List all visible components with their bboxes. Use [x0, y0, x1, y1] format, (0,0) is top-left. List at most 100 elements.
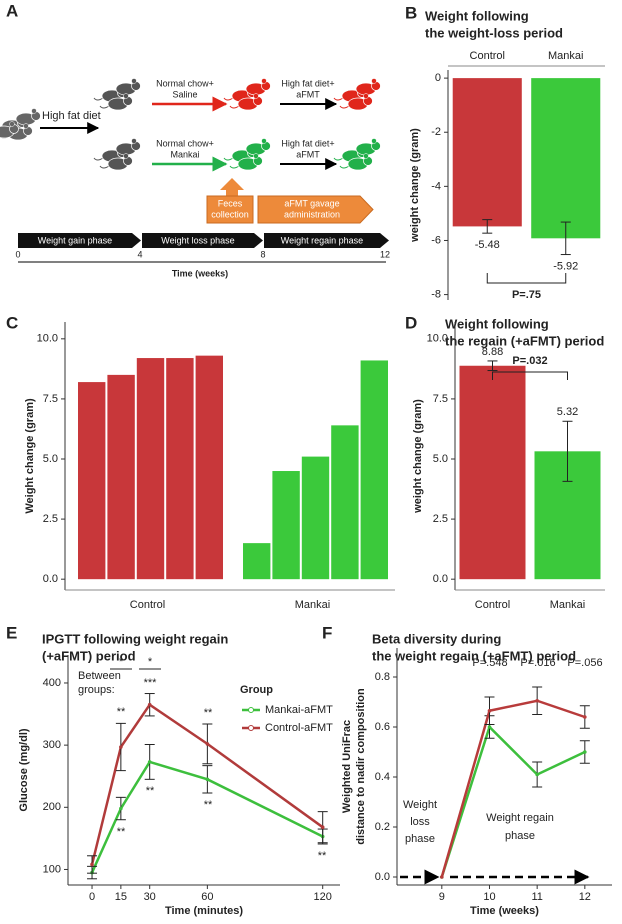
bar — [459, 365, 526, 580]
mouse-ear — [131, 138, 137, 144]
point — [205, 742, 210, 746]
legend-label: Mankai-aFMT — [265, 704, 333, 716]
point — [205, 777, 210, 782]
mouse-tail — [99, 105, 110, 109]
point — [535, 698, 539, 703]
gavage-arrow — [257, 195, 374, 224]
annotation: Weight — [403, 799, 437, 811]
mouse-tail — [333, 157, 344, 161]
mouse-tail — [229, 165, 240, 169]
chart-title: Weight following — [425, 8, 529, 23]
panel-label: A — [6, 1, 18, 20]
point — [119, 745, 123, 749]
legend-swatch — [248, 707, 254, 713]
bar — [166, 358, 194, 580]
mouse-tail — [107, 150, 118, 154]
annotation: ** — [146, 785, 155, 797]
y-tick-label: -8 — [431, 288, 441, 300]
y-axis-label: Weight change (gram) — [24, 398, 36, 514]
x-tick-label: 10 — [483, 891, 495, 903]
y-tick-label: -4 — [431, 180, 441, 192]
treatment-label: Normal chow+ — [156, 138, 214, 148]
point — [583, 715, 587, 719]
point — [487, 708, 492, 713]
point — [535, 772, 539, 777]
bracket — [492, 371, 568, 380]
diagram: A High fat diet Normal chow+ Saline High… — [6, 1, 390, 278]
y-tick-label: 10.0 — [37, 333, 58, 345]
x-axis-label: Time (minutes) — [165, 905, 243, 917]
chart-title: the weight regain (+aFMT) period — [372, 648, 576, 663]
mouse-ear — [23, 123, 29, 129]
phase-arrow — [142, 233, 263, 248]
mouse-ear — [131, 78, 137, 84]
annotation: ** — [204, 707, 213, 719]
bar — [331, 425, 359, 580]
point — [147, 702, 152, 707]
point — [119, 806, 123, 811]
x-tick-label: Control — [130, 599, 165, 611]
y-tick-label: 0.0 — [43, 573, 58, 585]
mouse-tail — [99, 165, 110, 169]
bracket — [486, 273, 567, 284]
y-tick-label: 2.5 — [43, 513, 58, 525]
annotation: groups: — [78, 684, 115, 696]
x-tick-label: 9 — [439, 891, 445, 903]
y-tick-label: 5.0 — [433, 453, 448, 465]
panel-label: E — [6, 623, 17, 642]
mouse-tail — [223, 97, 234, 101]
annotation: *** — [144, 677, 158, 689]
y-axis-label: distance to nadir composition — [355, 688, 367, 845]
annotation: ** — [318, 850, 327, 862]
up-arrow — [220, 178, 244, 196]
y-tick-label: 400 — [43, 677, 61, 689]
y-axis-label: Glucose (mg/dl) — [18, 728, 30, 811]
bar — [243, 543, 271, 580]
regain-label: aFMT — [296, 89, 320, 99]
bar — [272, 471, 300, 580]
point — [147, 760, 152, 764]
legend-label: Control-aFMT — [265, 722, 333, 734]
annotation: P=.016 — [520, 657, 555, 669]
mouse-ear — [123, 93, 129, 99]
point — [487, 725, 492, 729]
treatment-label: Mankai — [170, 149, 199, 159]
mouse-ear — [261, 78, 267, 84]
x-tick-label: 12 — [579, 891, 591, 903]
feces-label: collection — [211, 209, 249, 219]
y-tick-label: -6 — [431, 234, 441, 246]
mouse-ear — [31, 108, 37, 114]
annotation: P=.548 — [472, 657, 507, 669]
annotation: ** — [117, 826, 126, 838]
chart-title: the regain (+aFMT) period — [445, 333, 604, 348]
timeline-tick: 8 — [260, 249, 265, 259]
regain-label: High fat diet+ — [281, 78, 334, 88]
bar — [107, 374, 135, 580]
timeline-label: Time (weeks) — [172, 268, 228, 278]
gavage-label: aFMT gavage — [284, 198, 339, 208]
treatment-label: Normal chow+ — [156, 78, 214, 88]
bar — [531, 78, 601, 239]
annotation: P=.75 — [512, 289, 541, 301]
mouse-tail — [237, 90, 248, 94]
y-tick-label: 7.5 — [43, 393, 58, 405]
series-line — [440, 699, 586, 878]
y-tick-label: 100 — [43, 863, 61, 875]
bar — [195, 355, 223, 580]
annotation: phase — [405, 833, 435, 845]
phase-arrow — [264, 233, 389, 248]
panel-label: B — [405, 3, 417, 22]
mouse-tail — [237, 150, 248, 154]
series-line — [440, 724, 586, 878]
x-tick-label: Mankai — [548, 50, 583, 62]
point — [583, 750, 587, 754]
annotation: loss — [410, 816, 430, 828]
phase-label: Weight gain phase — [38, 235, 112, 245]
mouse-ear — [123, 153, 129, 159]
x-tick-label: Control — [475, 599, 510, 611]
x-tick-label: 0 — [89, 891, 95, 903]
y-tick-label: 10.0 — [427, 333, 448, 345]
annotation: phase — [505, 830, 535, 842]
x-tick-label: 15 — [115, 891, 127, 903]
